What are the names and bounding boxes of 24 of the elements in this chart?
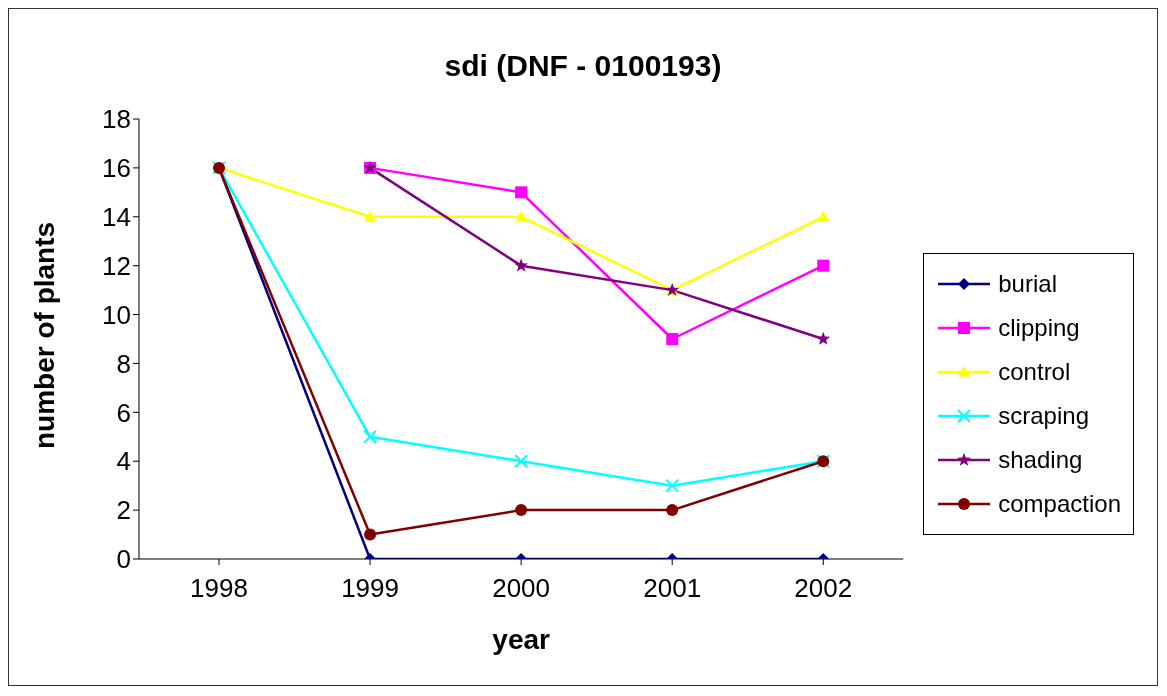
legend-label: burial bbox=[998, 270, 1057, 298]
x-tick-label: 1999 bbox=[341, 573, 399, 604]
y-tick-label: 6 bbox=[116, 397, 131, 428]
y-tick-label: 2 bbox=[116, 495, 131, 526]
x-tick-label: 1998 bbox=[190, 573, 248, 604]
y-tick-label: 14 bbox=[102, 202, 131, 233]
x-tick-label: 2000 bbox=[492, 573, 551, 604]
x-tick-label: 2001 bbox=[643, 573, 702, 604]
y-tick-label: 10 bbox=[102, 299, 131, 330]
legend-label: shading bbox=[998, 446, 1083, 474]
y-axis-title: number of plants bbox=[28, 221, 60, 449]
legend-label: scraping bbox=[998, 402, 1089, 430]
legend-label: control bbox=[998, 358, 1071, 386]
y-tick-label: 16 bbox=[102, 153, 131, 184]
y-tick-label: 12 bbox=[102, 250, 131, 281]
legend-label: clipping bbox=[998, 314, 1080, 342]
y-tick-label: 0 bbox=[116, 544, 131, 575]
legend-label: compaction bbox=[998, 490, 1121, 518]
x-axis-title: year bbox=[492, 624, 551, 655]
x-tick-label: 2002 bbox=[794, 573, 853, 604]
y-tick-label: 4 bbox=[116, 446, 131, 477]
y-tick-label: 18 bbox=[102, 104, 131, 135]
chart-title: sdi (DNF - 0100193) bbox=[444, 49, 722, 82]
y-tick-label: 8 bbox=[116, 348, 131, 379]
